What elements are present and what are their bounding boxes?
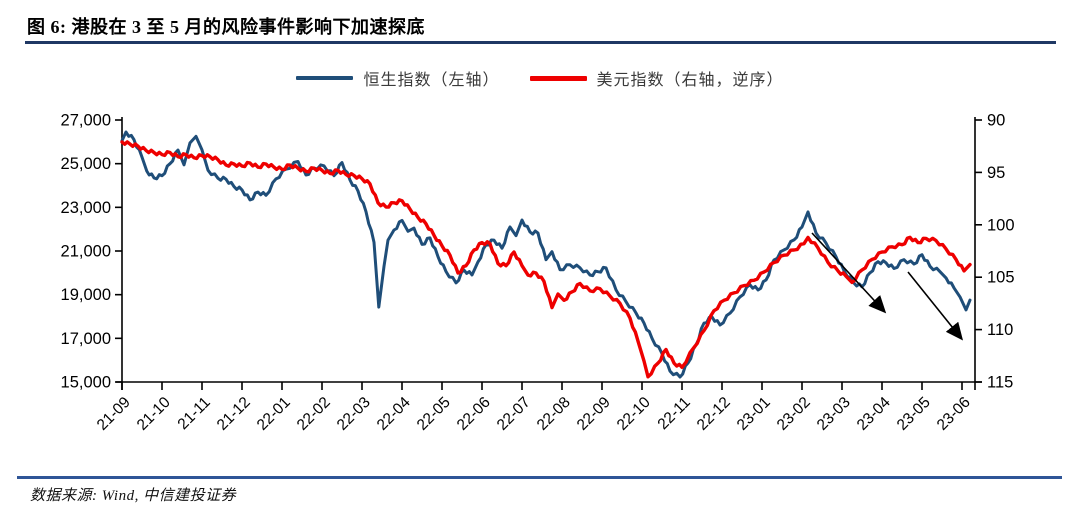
- x-tick-label: 23-06: [934, 394, 974, 434]
- right-tick-label: 95: [987, 164, 1005, 182]
- dxy-line-swatch: [529, 75, 587, 81]
- legend-label-dxy: 美元指数（右轴，逆序）: [596, 72, 784, 89]
- hsi-line-swatch: [296, 76, 354, 80]
- x-tick-label: 22-05: [414, 394, 454, 434]
- left-tick-label: 25,000: [61, 155, 111, 173]
- left-tick-label: 21,000: [61, 243, 111, 261]
- trend-arrow-1: [811, 232, 887, 314]
- left-tick-label: 17,000: [61, 330, 111, 348]
- x-tick-label: 21-10: [134, 394, 174, 434]
- hsi-line: [120, 130, 972, 379]
- left-tick-label: 23,000: [61, 199, 111, 217]
- legend-item-dxy: 美元指数（右轴，逆序）: [529, 66, 784, 90]
- title-rule: [25, 41, 1056, 44]
- x-tick-label: 23-02: [774, 394, 814, 434]
- right-tick-label: 115: [987, 374, 1013, 392]
- x-tick-label: 22-04: [374, 394, 414, 434]
- x-tick-label: 22-09: [574, 394, 614, 434]
- x-tick-label: 21-12: [214, 394, 254, 434]
- x-tick-label: 22-12: [694, 394, 734, 434]
- x-tick-label: 22-11: [655, 394, 694, 433]
- legend-item-hsi: 恒生指数（左轴）: [296, 66, 499, 90]
- x-tick-label: 22-10: [614, 394, 654, 434]
- left-tick-label: 19,000: [61, 286, 111, 304]
- x-tick-label: 22-08: [534, 394, 574, 434]
- x-tick-label: 22-01: [254, 394, 294, 434]
- right-tick-label: 90: [987, 112, 1005, 130]
- x-tick-label: 23-05: [894, 394, 934, 434]
- left-tick-label: 27,000: [61, 112, 111, 130]
- left-tick-label: 15,000: [61, 374, 111, 392]
- footer-rule: [17, 476, 1062, 479]
- x-tick-label: 21-09: [94, 394, 134, 434]
- right-tick-label: 105: [987, 269, 1015, 287]
- legend-label-hsi: 恒生指数（左轴）: [363, 72, 500, 89]
- x-tick-label: 23-03: [814, 394, 854, 434]
- x-tick-label: 23-04: [854, 394, 894, 434]
- chart-legend: 恒生指数（左轴） 美元指数（右轴，逆序）: [0, 66, 1080, 90]
- x-tick-label: 22-02: [294, 394, 334, 434]
- right-tick-label: 100: [987, 216, 1015, 234]
- x-tick-label: 22-03: [334, 394, 374, 434]
- trend-arrow-2: [907, 271, 964, 341]
- x-tick-label: 23-01: [734, 394, 774, 434]
- x-tick-label: 21-11: [175, 394, 214, 433]
- x-tick-label: 22-06: [454, 394, 494, 434]
- right-tick-label: 110: [987, 321, 1013, 339]
- x-tick-label: 22-07: [494, 394, 534, 434]
- figure-title: 图 6: 港股在 3 至 5 月的风险事件影响下加速探底: [27, 17, 425, 37]
- dxy-line: [120, 140, 972, 379]
- source-note: 数据来源: Wind, 中信建投证券: [30, 488, 237, 504]
